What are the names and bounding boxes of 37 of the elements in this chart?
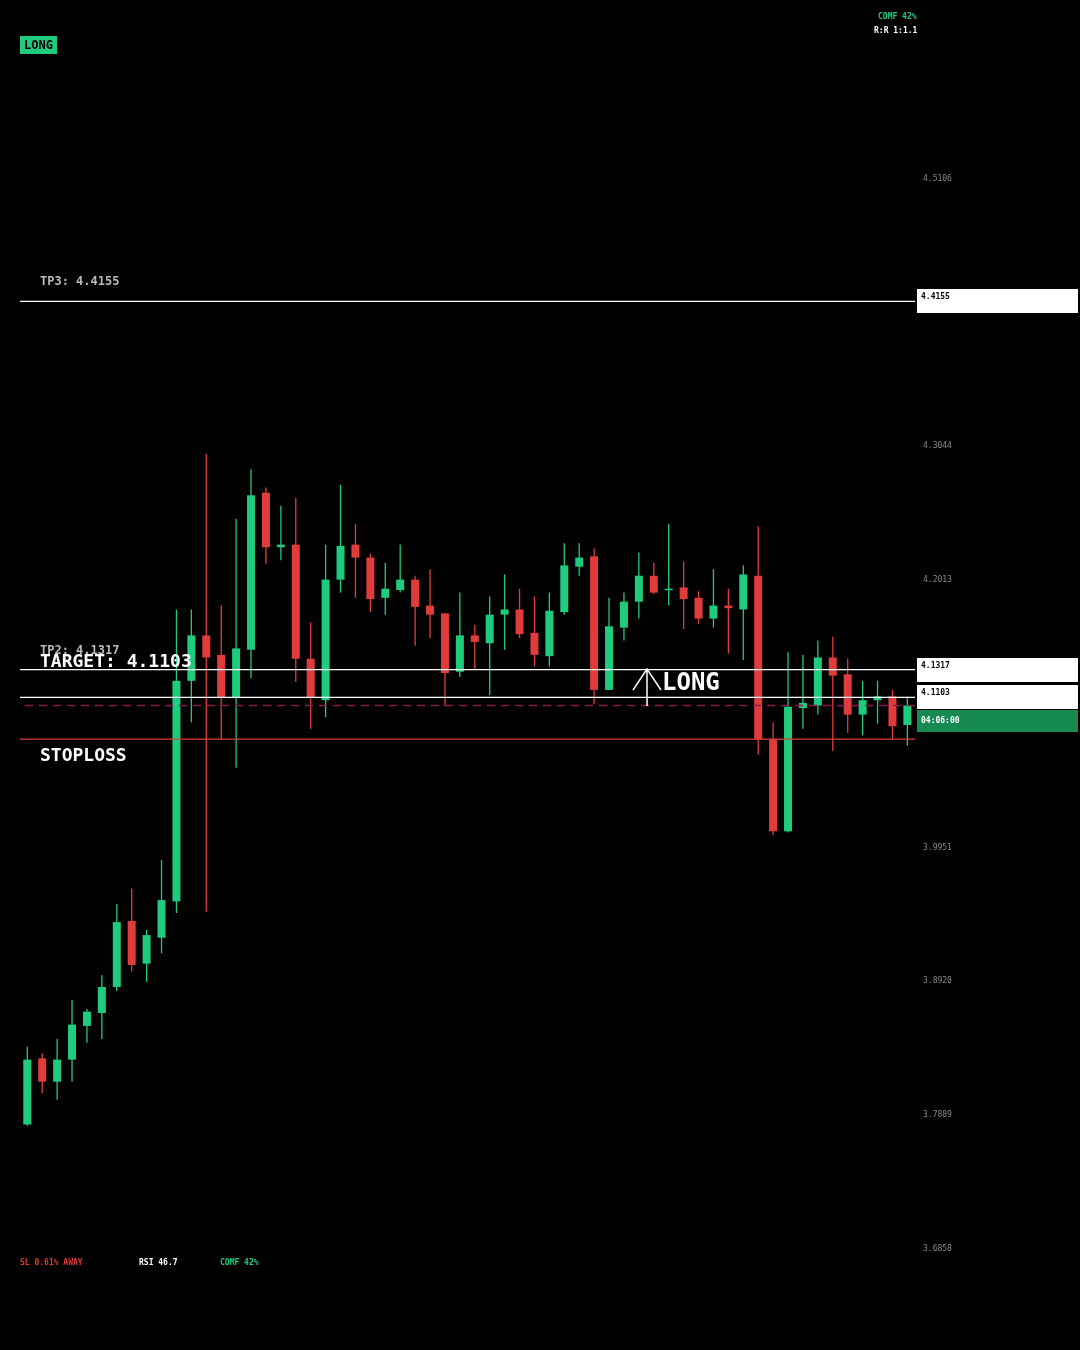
text: COMF 42%	[220, 1258, 259, 1268]
text: SL 0.61% AWAY	[20, 1258, 83, 1268]
annotation: LONG	[662, 667, 720, 696]
text: 4.1317	[917, 657, 1078, 682]
candlestick	[82, 1008, 91, 1044]
candlestick	[351, 523, 360, 599]
y-tick-label: 4.5106	[923, 173, 953, 183]
candlestick	[530, 595, 539, 668]
candlestick	[396, 543, 405, 594]
candlestick	[903, 695, 912, 747]
candlestick	[858, 680, 867, 736]
ref-line-label: TP3: 4.4155	[40, 274, 120, 289]
candlestick	[53, 1038, 62, 1101]
y-tick-label: 3.6858	[923, 1243, 953, 1253]
text: LONG	[20, 36, 57, 55]
y-tick-label: 3.9951	[923, 842, 953, 852]
text: 4.1103	[917, 685, 1078, 710]
text: COMF 42%	[878, 12, 917, 22]
candlestick	[426, 568, 435, 639]
candlestick	[470, 624, 479, 670]
y-tick-label: 3.8920	[923, 976, 953, 986]
candlestick	[649, 562, 658, 595]
candlestick	[575, 542, 584, 577]
ref-line-label: STOPLOSS	[40, 744, 127, 766]
candlestick	[679, 560, 688, 630]
candlestick	[694, 590, 703, 625]
candlestick	[381, 562, 390, 616]
candlestick	[38, 1052, 47, 1095]
text: 4.4155	[917, 289, 1078, 314]
text: 04:06:00	[917, 710, 1078, 733]
text: RSI 46.7	[139, 1258, 178, 1268]
text: R:R 1:1.1	[874, 26, 918, 36]
candlestick	[709, 568, 718, 629]
y-tick-label: 3.7889	[923, 1110, 953, 1120]
candlestick	[500, 573, 509, 651]
y-tick-label: 4.2013	[923, 575, 953, 585]
y-tick-label: 4.3044	[923, 441, 953, 451]
